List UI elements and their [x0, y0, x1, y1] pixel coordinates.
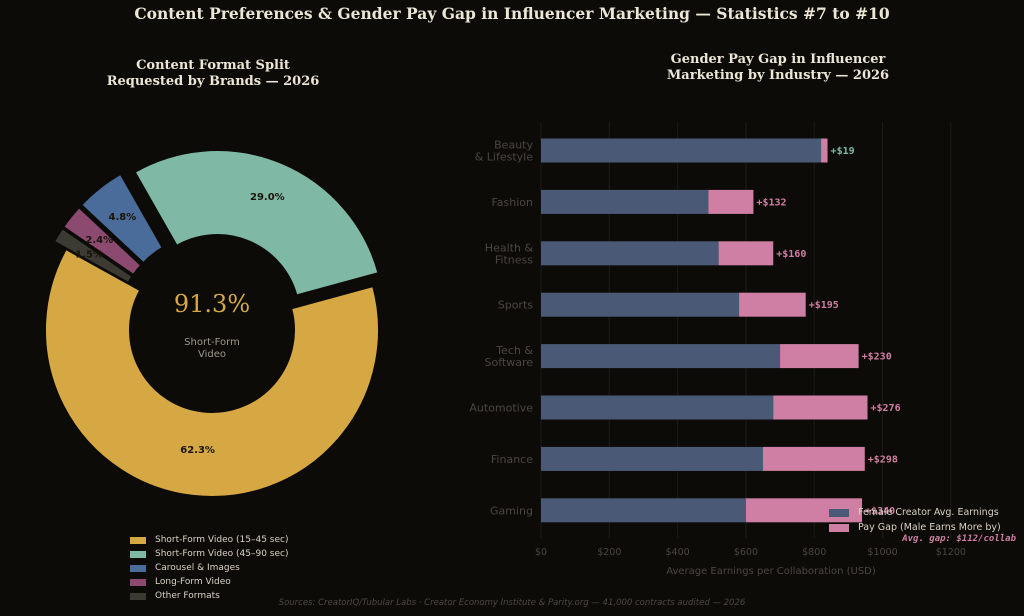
pay-gap-bar: [780, 344, 859, 369]
female-earnings-bar: [541, 395, 774, 420]
legend-swatch: [130, 536, 146, 544]
legend-item: Pay Gap (Male Earns More by): [829, 520, 1001, 535]
gap-value-label: +$160: [776, 249, 806, 260]
x-tick-label: $1200: [936, 547, 966, 558]
pay-gap-bar: [739, 292, 806, 317]
gap-value-label: +$276: [871, 403, 901, 414]
legend-swatch: [829, 508, 849, 517]
legend-item: Other Formats: [130, 589, 288, 603]
legend-label: Short-Form Video (15–45 sec): [155, 535, 289, 545]
female-earnings-bar: [541, 344, 781, 369]
donut-slice: [52, 226, 134, 285]
gap-value-label: +$195: [809, 300, 839, 311]
y-category-label: Fashion: [491, 196, 533, 209]
donut-slice-label: 4.8%: [109, 212, 137, 223]
sources-footer: Sources: CreatorIQ/Tubular Labs · Creato…: [278, 598, 746, 608]
donut-slice: [44, 247, 380, 498]
female-earnings-bar: [541, 189, 709, 214]
pay-gap-bar: [708, 189, 754, 214]
x-tick-label: $600: [734, 547, 758, 558]
gap-value-label: +$19: [831, 146, 855, 157]
donut-legend: Short-Form Video (15–45 sec) Short-Form V…: [130, 533, 288, 603]
gap-value-label: +$340: [865, 506, 895, 517]
legend-label: Other Formats: [155, 591, 220, 601]
x-axis-label: Average Earnings per Collaboration (USD): [666, 566, 876, 577]
legend-label: Female Creator Avg. Earnings: [858, 507, 999, 518]
x-tick-label: $800: [802, 547, 826, 558]
y-category-label: Software: [485, 356, 534, 369]
y-category-label: Beauty: [494, 139, 533, 152]
donut-slice-label: 29.0%: [250, 192, 285, 203]
pay-gap-bar: [763, 446, 865, 471]
legend-swatch: [130, 550, 146, 558]
legend-swatch: [829, 523, 849, 532]
donut-center-value: 91.3%: [174, 290, 250, 318]
female-earnings-bar: [541, 138, 822, 163]
female-earnings-bar: [541, 241, 719, 266]
legend-item: Long-Form Video: [130, 575, 288, 589]
avg-gap-annotation: Avg. gap: $112/collab: [902, 534, 1016, 544]
legend-item: Short-Form Video (15–45 sec): [130, 533, 288, 547]
gap-value-label: +$230: [862, 352, 892, 363]
y-category-label: Gaming: [490, 504, 533, 517]
legend-swatch: [130, 592, 146, 600]
legend-label: Short-Form Video (45–90 sec): [155, 549, 289, 559]
pay-gap-bar: [718, 241, 774, 266]
x-tick-label: $400: [666, 547, 690, 558]
y-category-label: Finance: [491, 453, 533, 466]
donut-slice-label: 1.5%: [75, 250, 103, 261]
donut-slice: [133, 149, 380, 297]
y-category-label: Tech &: [495, 344, 533, 357]
donut-slice-label: 62.3%: [180, 445, 215, 456]
x-tick-label: $1000: [867, 547, 897, 558]
y-category-label: Health &: [485, 241, 534, 254]
y-category-label: Fitness: [495, 253, 533, 266]
legend-label: Long-Form Video: [155, 577, 231, 587]
donut-chart: 62.3% 29.0% 4.8% 2.4% 1.5% 91.3% Short-FormVid…: [44, 149, 380, 498]
y-category-label: Sports: [498, 299, 534, 312]
donut-slice: [61, 205, 143, 277]
donut-center-label: Short-Form: [184, 337, 240, 348]
gap-value-label: +$298: [868, 454, 898, 465]
legend-label: Pay Gap (Male Earns More by): [858, 522, 1001, 533]
legend-item: Female Creator Avg. Earnings: [829, 505, 1001, 520]
gap-value-label: +$132: [756, 197, 786, 208]
y-category-label: Automotive: [469, 402, 533, 415]
figure-title: Content Preferences & Gender Pay Gap in …: [134, 4, 890, 23]
bar-chart-title: Gender Pay Gap in Influencer Marketing by…: [666, 52, 890, 83]
x-tick-label: $0: [535, 547, 547, 558]
legend-item: Short-Form Video (45–90 sec): [130, 547, 288, 561]
donut-center-label: Video: [198, 349, 226, 360]
legend-label: Carousel & Images: [155, 563, 240, 573]
bar-legend: Female Creator Avg. Earnings Pay Gap (Mal…: [829, 505, 1001, 535]
female-earnings-bar: [541, 446, 763, 471]
donut-chart-title: Content Format Split Requested by Brands …: [106, 58, 320, 89]
y-category-label: & Lifestyle: [475, 151, 534, 164]
pay-gap-bar: [821, 138, 828, 163]
legend-item: Carousel & Images: [130, 561, 288, 575]
pay-gap-bar: [773, 395, 868, 420]
x-tick-label: $200: [597, 547, 621, 558]
donut-slice-label: 2.4%: [85, 235, 113, 246]
female-earnings-bar: [541, 292, 740, 317]
bar-chart: $0 $200 $400 $600 $800 $1000 $1200 Average Earn…: [469, 122, 966, 577]
legend-swatch: [130, 578, 146, 586]
female-earnings-bar: [541, 498, 746, 523]
donut-slice: [79, 172, 165, 265]
legend-swatch: [130, 564, 146, 572]
